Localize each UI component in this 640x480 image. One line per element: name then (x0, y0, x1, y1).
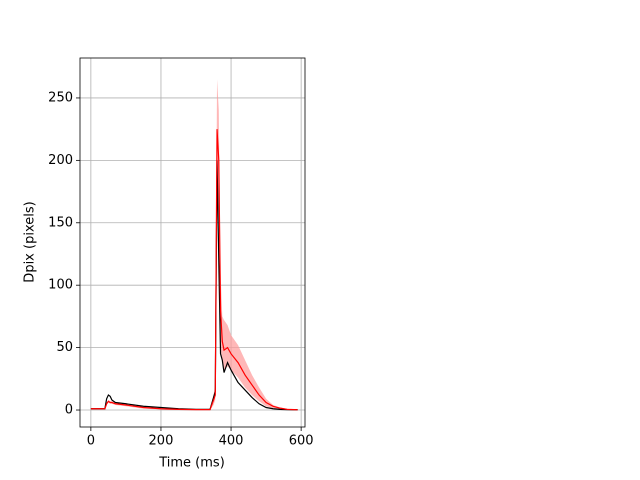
y-tick-label: 200 (48, 153, 73, 168)
x-tick-label: 600 (289, 434, 314, 449)
y-tick-label: 100 (48, 278, 73, 293)
y-tick-label: 50 (56, 340, 73, 355)
y-tick-label: 150 (48, 215, 73, 230)
band (90, 79, 298, 411)
x-tick-label: 400 (219, 434, 244, 449)
plot-frame (79, 57, 306, 428)
y-tick-label: 250 (48, 90, 73, 105)
y-tick-label: 0 (65, 403, 73, 418)
x-tick-label: 0 (87, 434, 95, 449)
line (90, 129, 298, 411)
x-axis-label: Time (ms) (158, 456, 225, 471)
y-axis-label: Dpix (pixels) (23, 201, 38, 282)
x-tick-label: 200 (149, 434, 174, 449)
